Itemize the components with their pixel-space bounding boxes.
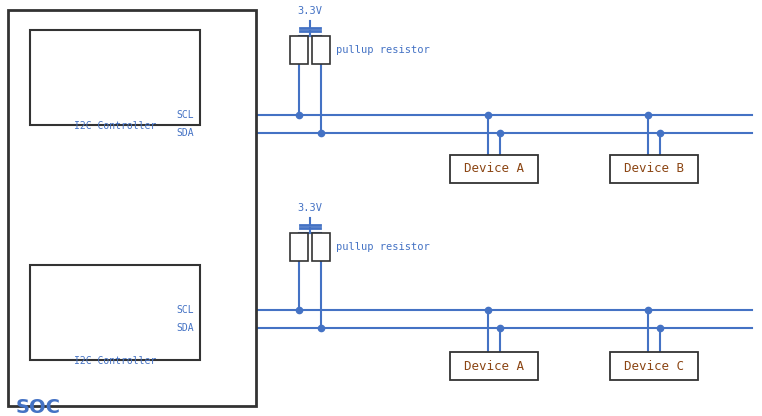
Bar	[450, 155, 538, 183]
Text: Device A: Device A	[464, 359, 524, 372]
Text: SDA: SDA	[176, 323, 194, 333]
Text: Device A: Device A	[464, 163, 524, 176]
Text: pullup resistor: pullup resistor	[336, 45, 430, 55]
Text: SCL: SCL	[176, 110, 194, 120]
Text: SCL: SCL	[176, 305, 194, 315]
Text: I2C Controller: I2C Controller	[74, 121, 156, 131]
Text: 3.3V: 3.3V	[297, 6, 322, 16]
Bar	[450, 352, 538, 380]
Bar	[312, 233, 330, 261]
Text: Device B: Device B	[624, 163, 684, 176]
Text: SDA: SDA	[176, 128, 194, 138]
Bar	[610, 352, 698, 380]
Bar	[30, 265, 200, 360]
Bar	[30, 30, 200, 125]
Text: SOC: SOC	[16, 398, 61, 416]
Bar	[610, 155, 698, 183]
Bar	[290, 233, 308, 261]
Text: I2C Controller: I2C Controller	[74, 356, 156, 366]
Bar	[312, 36, 330, 64]
Text: pullup resistor: pullup resistor	[336, 242, 430, 252]
Bar	[290, 36, 308, 64]
Bar	[8, 10, 256, 406]
Text: Device C: Device C	[624, 359, 684, 372]
Text: 3.3V: 3.3V	[297, 203, 322, 213]
